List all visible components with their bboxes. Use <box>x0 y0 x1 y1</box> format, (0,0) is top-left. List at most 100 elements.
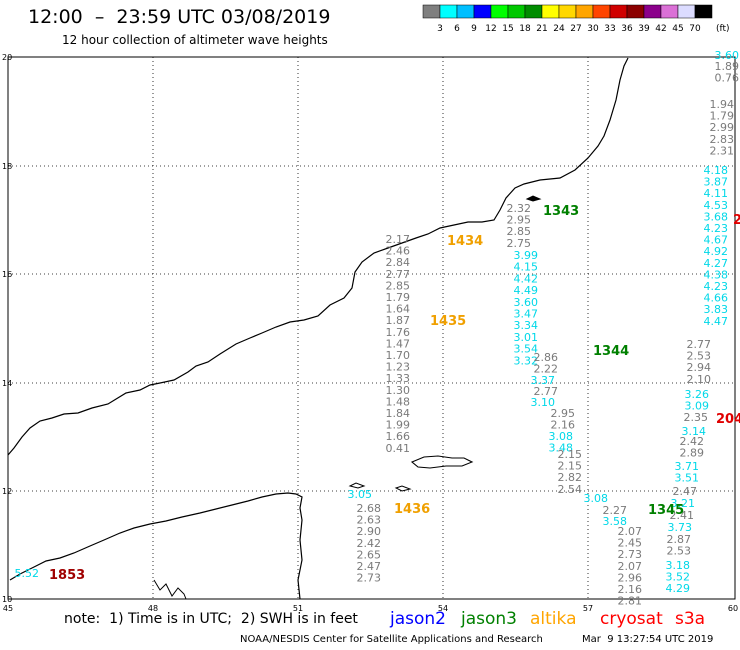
wave-height-value: 3.18 <box>666 559 691 572</box>
pass-number-label: 1344 <box>593 344 629 359</box>
wave-height-value: 2.46 <box>386 245 411 258</box>
wave-height-value: 4.27 <box>704 257 729 270</box>
wave-height-value: 3.83 <box>704 303 729 316</box>
wave-height-value: 2.15 <box>558 448 583 461</box>
wave-height-value: 3.60 <box>715 49 740 62</box>
legend-cryosat: cryosat <box>600 609 663 629</box>
colorbar-tick-label: 9 <box>471 24 477 34</box>
wave-height-value: 2.90 <box>357 525 382 538</box>
wave-height-value: 1.30 <box>386 384 411 397</box>
pass-number-label: 1343 <box>543 204 579 219</box>
wave-height-value: 2.07 <box>618 560 643 573</box>
wave-height-value: 3.58 <box>603 515 628 528</box>
wave-height-value: 2.32 <box>507 202 532 215</box>
pass-number-label: 1435 <box>430 314 466 329</box>
wave-height-value: 1.94 <box>710 98 735 111</box>
wave-height-value: 1.47 <box>386 337 411 350</box>
colorbar-tick-label: 15 <box>502 24 513 34</box>
wave-height-value: 2.86 <box>534 351 559 364</box>
wave-height-value: 2.73 <box>618 548 643 561</box>
longitude-label: 60 <box>728 604 738 613</box>
pass-number-label: 1345 <box>648 503 684 518</box>
generated-timestamp: Mar 9 13:27:54 UTC 2019 <box>582 634 714 645</box>
wave-height-value: 2.22 <box>534 363 559 376</box>
wave-height-value: 2.94 <box>687 361 712 374</box>
colorbar-swatch <box>694 4 713 19</box>
wave-height-value: 3.47 <box>514 308 539 321</box>
arabian-coastline <box>7 57 629 456</box>
colorbar-tick-label: 27 <box>570 24 581 34</box>
wave-height-value: 2.54 <box>558 483 583 496</box>
wave-height-value: 3.10 <box>531 396 556 409</box>
wave-height-value: 4.23 <box>704 280 729 293</box>
colorbar-tick-label: 3 <box>437 24 443 34</box>
wave-height-value: 3.21 <box>671 497 696 510</box>
wave-height-value: 2.95 <box>507 214 532 227</box>
longitude-label: 48 <box>148 604 158 613</box>
colorbar-tick-label: 45 <box>672 24 683 34</box>
colorbar-tick-label: 24 <box>553 24 565 34</box>
wave-height-value: 3.26 <box>685 388 710 401</box>
wave-height-value: 2.77 <box>687 338 712 351</box>
wave-height-value: 1.87 <box>386 314 411 327</box>
kuria-muria-islands <box>525 195 542 202</box>
wave-height-value: 4.49 <box>514 284 539 297</box>
wave-height-value: 2.42 <box>680 435 705 448</box>
latitude-label: 18 <box>2 162 12 171</box>
wave-height-value: 2.65 <box>357 548 382 561</box>
wave-height-value: 4.53 <box>704 199 729 212</box>
wave-height-value: 2.99 <box>710 121 735 134</box>
wave-height-value: 3.60 <box>514 296 539 309</box>
pass-number-label: 2 <box>733 213 740 228</box>
wave-height-value: 2.16 <box>551 419 576 432</box>
colorbar-tick-label: 42 <box>655 24 666 34</box>
wave-height-value: 2.63 <box>357 514 382 527</box>
small-island <box>394 485 412 492</box>
wave-height-value: 2.47 <box>673 485 698 498</box>
wave-height-value: 4.47 <box>704 315 729 328</box>
wave-height-value: 1.89 <box>715 60 740 73</box>
units-note: note: 1) Time is in UTC; 2) SWH is in fe… <box>64 611 358 627</box>
wave-height-value: 1.84 <box>386 407 411 420</box>
wave-height-value: 4.38 <box>704 268 729 281</box>
wave-height-value: 1.33 <box>386 372 411 385</box>
wave-height-value: 3.52 <box>666 571 691 584</box>
colorbar-tick-label: 33 <box>604 24 615 34</box>
colorbar-tick-label: 30 <box>587 24 599 34</box>
map-title: 12:00 – 23:59 UTC 03/08/2019 <box>28 6 331 28</box>
latitude-label: 12 <box>2 487 12 496</box>
credit-line: NOAA/NESDIS Center for Satellite Applica… <box>240 634 543 645</box>
wave-height-value: 0.41 <box>386 442 411 455</box>
wave-height-value: 1.70 <box>386 349 411 362</box>
wave-height-value: 3.05 <box>348 488 373 501</box>
wave-height-value: 4.11 <box>704 187 729 200</box>
wave-height-value: 2.27 <box>603 504 628 517</box>
legend-s3a: s3a <box>675 609 706 629</box>
wave-height-value: 3.68 <box>704 210 729 223</box>
wave-height-value: 3.08 <box>584 492 609 505</box>
wave-height-value: 2.45 <box>618 537 643 550</box>
wave-height-value: 2.82 <box>558 471 583 484</box>
wave-height-value: 4.29 <box>666 582 691 595</box>
wave-height-value: 2.41 <box>670 509 695 522</box>
wave-height-value: 1.48 <box>386 395 411 408</box>
colorbar-tick-label: 6 <box>454 24 460 34</box>
latitude-label: 20 <box>2 53 12 62</box>
wave-height-value: 2.83 <box>710 133 735 146</box>
wave-height-value: 2.85 <box>386 279 411 292</box>
wave-height-value: 3.71 <box>675 460 700 473</box>
coastal-detail <box>153 579 187 600</box>
wave-height-value: 3.01 <box>514 331 539 344</box>
wave-height-value: 1.66 <box>386 430 411 443</box>
wave-height-value: 2.53 <box>687 350 712 363</box>
colorbar-tick-label: 39 <box>638 24 650 34</box>
wave-height-value: 2.31 <box>710 144 735 157</box>
colorbar-tick-label: 18 <box>519 24 531 34</box>
wave-height-value: 3.99 <box>514 249 539 262</box>
map-frame <box>7 56 736 600</box>
legend-jason3: jason3 <box>461 609 517 629</box>
wave-height-value: 2.77 <box>534 385 559 398</box>
latitude-label: 10 <box>2 595 12 604</box>
wave-height-value: 4.66 <box>704 292 729 305</box>
